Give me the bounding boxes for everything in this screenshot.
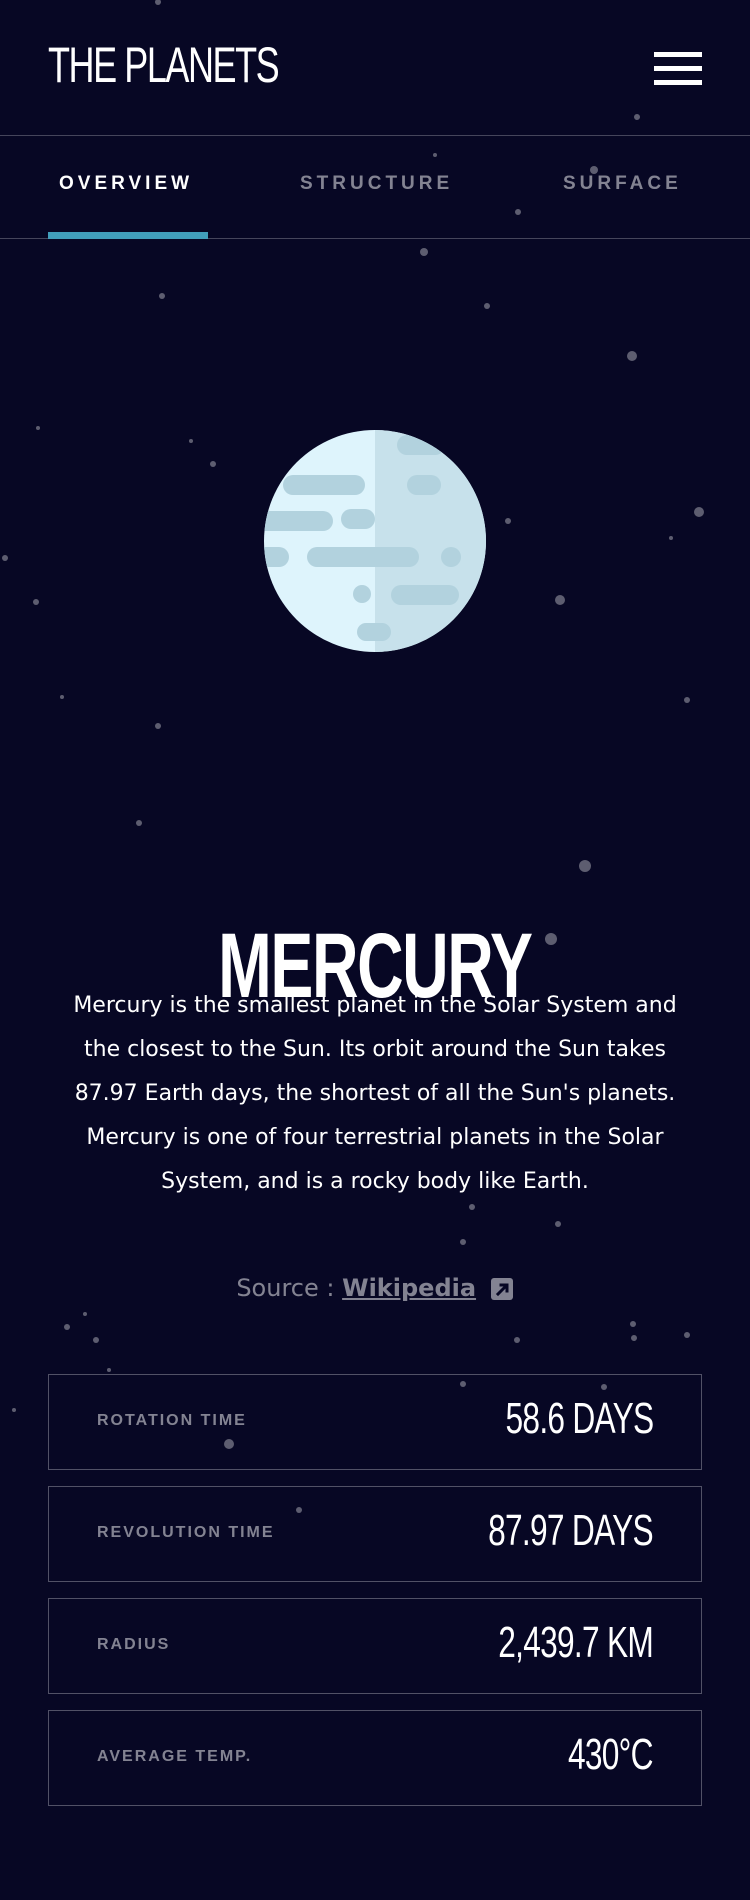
active-tab-indicator: [48, 232, 208, 239]
stat-value: 430°C: [568, 1730, 654, 1779]
planet-tabs: OVERVIEW STRUCTURE SURFACE: [0, 137, 750, 239]
stat-revolution-time: REVOLUTION TIME 87.97 DAYS: [48, 1486, 702, 1582]
stat-radius: RADIUS 2,439.7 KM: [48, 1598, 702, 1694]
site-logo[interactable]: THE PLANETS: [48, 37, 280, 93]
source-prefix: Source :: [236, 1274, 343, 1302]
planet-name-text: MERCURY: [218, 914, 533, 1017]
stat-average-temp: AVERAGE TEMP. 430°C: [48, 1710, 702, 1806]
hamburger-line: [654, 66, 702, 71]
stat-label: ROTATION TIME: [97, 1412, 247, 1429]
tab-surface[interactable]: SURFACE: [563, 173, 682, 194]
source-link[interactable]: Wikipedia: [342, 1274, 477, 1302]
external-link-icon[interactable]: [490, 1277, 514, 1301]
mercury-planet-illustration: [264, 430, 486, 652]
tab-structure[interactable]: STRUCTURE: [300, 173, 454, 194]
stat-label: AVERAGE TEMP.: [97, 1748, 253, 1765]
site-header: THE PLANETS: [0, 0, 750, 136]
stat-value: 2,439.7 KM: [498, 1618, 654, 1667]
stat-value: 87.97 DAYS: [488, 1506, 654, 1555]
planet-description: Mercury is the smallest planet in the So…: [73, 993, 677, 1194]
planet-name: MERCURY: [0, 920, 750, 1012]
stat-label: REVOLUTION TIME: [97, 1524, 275, 1541]
hamburger-icon[interactable]: [654, 52, 702, 86]
hamburger-line: [654, 80, 702, 85]
stat-value: 58.6 DAYS: [505, 1394, 654, 1443]
stat-label: RADIUS: [97, 1636, 171, 1653]
hamburger-line: [654, 52, 702, 57]
source-line: Source : Wikipedia: [0, 1274, 750, 1302]
stat-rotation-time: ROTATION TIME 58.6 DAYS: [48, 1374, 702, 1470]
tab-overview[interactable]: OVERVIEW: [59, 173, 194, 194]
